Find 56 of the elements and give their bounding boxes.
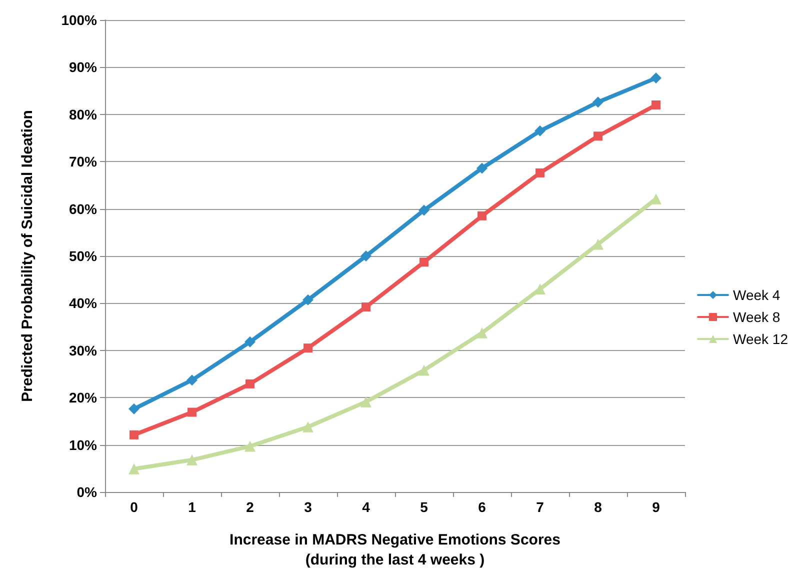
y-tick-label: 90% [68, 59, 98, 76]
legend-label: Week 4 [733, 287, 780, 303]
point [186, 374, 198, 386]
y-tick-label: 0% [76, 484, 98, 500]
point [476, 162, 488, 174]
x-tick-label: 2 [246, 499, 254, 515]
point [652, 100, 660, 110]
point [534, 284, 546, 295]
point [418, 364, 430, 376]
y-axis-title: Predicted Probability of Suicidal Ideation [19, 110, 36, 402]
point [592, 238, 604, 250]
y-tick-label: 50% [68, 248, 98, 264]
x-tick-label: 1 [188, 499, 196, 515]
point [476, 327, 488, 338]
x-tick-label: 3 [304, 499, 312, 515]
point [246, 379, 254, 388]
y-tick-label: 10% [68, 436, 98, 453]
point [360, 396, 372, 408]
y-tick-label: 20% [68, 390, 98, 406]
point [244, 440, 256, 452]
legend-label: Week 8 [733, 309, 780, 325]
legend-label: Week 12 [733, 331, 788, 347]
y-tick-label: 40% [68, 295, 98, 312]
x-tick-label: 9 [652, 499, 660, 515]
point [130, 430, 138, 440]
x-tick-label: 6 [478, 499, 486, 515]
point [302, 421, 314, 432]
point [302, 294, 314, 306]
point [362, 302, 370, 312]
point [244, 336, 256, 348]
point [478, 211, 486, 220]
point [418, 204, 430, 216]
x-tick-label: 4 [362, 499, 370, 515]
point [592, 96, 604, 108]
point [536, 168, 544, 178]
point [420, 258, 428, 267]
point [650, 72, 662, 84]
point [304, 344, 312, 353]
x-tick-label: 5 [420, 499, 428, 515]
point [188, 408, 196, 417]
y-tick-label: 70% [68, 154, 98, 170]
x-tick-label: 0 [130, 499, 138, 515]
point [360, 250, 372, 262]
point [594, 132, 602, 141]
point [128, 403, 140, 414]
y-tick-label: 30% [68, 342, 98, 358]
y-tick-label: 100% [61, 12, 98, 28]
point [128, 463, 140, 474]
y-tick-label: 80% [68, 106, 98, 122]
x-tick-label: 8 [594, 499, 602, 515]
x-axis-title: Increase in MADRS Negative Emotions Scores (during the last 4 weeks ) [230, 532, 560, 568]
point [650, 193, 662, 204]
point [534, 125, 546, 136]
point [186, 454, 198, 466]
y-tick-label: 60% [68, 200, 98, 217]
x-tick-label: 7 [536, 499, 544, 515]
